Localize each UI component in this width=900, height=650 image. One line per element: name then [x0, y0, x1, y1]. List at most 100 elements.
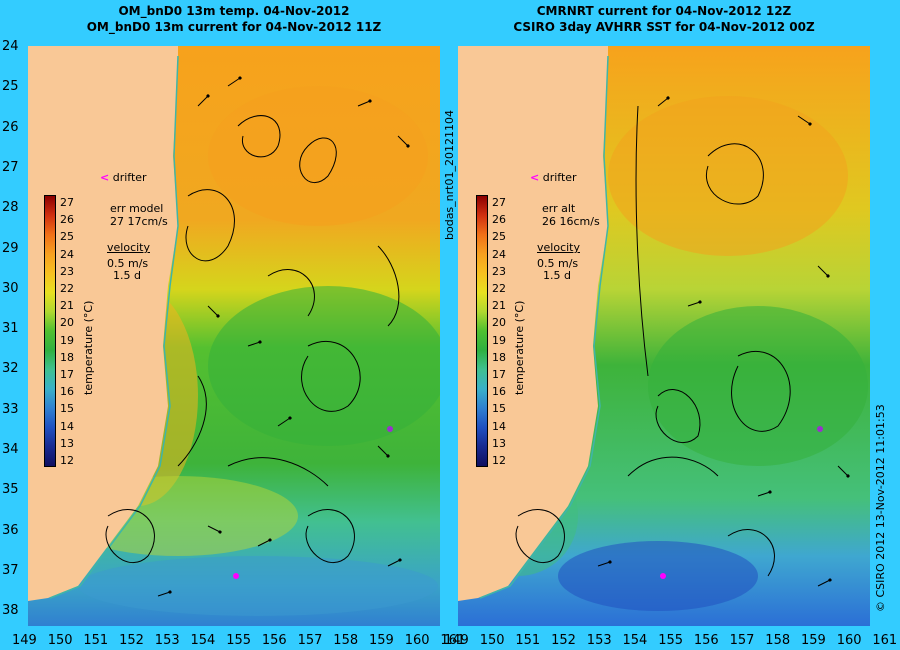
- right-x-tick-label: 156: [693, 633, 719, 648]
- y-tick-label: 25: [2, 79, 19, 95]
- right-land: [458, 46, 608, 601]
- right-colorbar-tick: 17: [492, 368, 506, 381]
- left-colorbar-tick: 15: [60, 402, 74, 416]
- left-drifter-label: < drifter: [100, 171, 147, 184]
- right-err-value: 26 16cm/s: [542, 215, 600, 228]
- left-x-tick-label: 153: [154, 633, 180, 648]
- right-x-tick-label: 150: [479, 633, 505, 648]
- right-colorbar-tick: 26: [492, 213, 506, 227]
- right-colorbar-tick: 27: [492, 196, 506, 209]
- left-err-label: err model: [110, 202, 164, 215]
- left-colorbar-tick: 12: [60, 454, 74, 467]
- y-tick-label: 30: [2, 280, 19, 296]
- right-colorbar: [476, 195, 488, 467]
- left-x-tick-label: 159: [369, 633, 394, 648]
- right-x-tick-label: 158: [765, 633, 791, 648]
- left-err-value: 27 17cm/s: [110, 215, 168, 228]
- left-colorbar-tick: 25: [60, 230, 74, 244]
- left-colorbar-tick: 24: [60, 247, 74, 261]
- left-x-tick-label: 150: [47, 633, 73, 648]
- y-tick-label: 31: [2, 321, 19, 337]
- right-x-tick-label: 153: [586, 633, 612, 648]
- left-x-tick-label: 151: [83, 633, 109, 648]
- right-colorbar-tick: 22: [492, 282, 506, 295]
- right-velocity-scale: 0.5 m/s: [537, 257, 579, 270]
- right-velocity-time: 1.5 d: [543, 269, 571, 282]
- right-colorbar-tick: 20: [492, 316, 506, 330]
- left-colorbar-tick: 20: [60, 316, 74, 330]
- left-x-tick-label: 154: [190, 633, 216, 648]
- y-tick-label: 38: [2, 603, 19, 619]
- left-colorbar-tick: 26: [60, 213, 74, 227]
- left-colorbar-tick: 18: [60, 350, 74, 364]
- left-colorbar-label: temperature (°C): [82, 300, 95, 395]
- left-x-tick-label: 157: [297, 633, 323, 648]
- left-velocity-time: 1.5 d: [113, 269, 141, 282]
- right-colorbar-tick: 23: [492, 264, 506, 278]
- y-tick-label: 36: [2, 522, 19, 538]
- right-colorbar-tick: 19: [492, 333, 506, 347]
- left-colorbar-tick: 19: [60, 333, 74, 347]
- y-tick-label: 26: [2, 119, 19, 135]
- right-title-line2: CSIRO 3day AVHRR SST for 04-Nov-2012 00Z: [513, 20, 815, 34]
- y-tick-label: 28: [2, 200, 19, 216]
- left-colorbar-tick: 17: [60, 368, 74, 381]
- right-colorbar-label: temperature (°C): [513, 300, 526, 395]
- left-x-tick-label: 155: [226, 633, 252, 648]
- left-colorbar-tick: 16: [60, 385, 74, 399]
- left-velocity-scale: 0.5 m/s: [107, 257, 149, 270]
- right-x-tick-label: 152: [551, 633, 576, 648]
- right-map[interactable]: [458, 46, 870, 626]
- right-err-label: err alt: [542, 202, 576, 215]
- left-colorbar: [44, 195, 56, 467]
- left-colorbar-tick: 21: [60, 299, 74, 313]
- left-x-tick-label: 161: [440, 633, 466, 648]
- right-colorbar-tick: 24: [492, 247, 506, 261]
- right-colorbar-tick: 13: [492, 436, 506, 450]
- left-colorbar-tick: 22: [60, 282, 74, 295]
- y-tick-label: 34: [2, 442, 19, 457]
- right-x-tick-label: 149: [444, 633, 469, 648]
- right-x-tick-label: 155: [658, 633, 684, 648]
- left-colorbar-tick: 27: [60, 196, 74, 209]
- left-map-svg: [28, 46, 440, 626]
- y-tick-label: 37: [2, 562, 19, 578]
- right-x-tick-label: 157: [729, 633, 755, 648]
- middle-run-label: bodas_nrt01_20121104: [443, 110, 456, 240]
- right-colorbar-tick: 16: [492, 385, 506, 399]
- left-x-tick-label: 152: [119, 633, 144, 648]
- right-colorbar-tick: 25: [492, 230, 506, 244]
- right-colorbar-tick: 15: [492, 402, 506, 416]
- left-colorbar-tick: 14: [60, 419, 74, 433]
- right-x-tick-label: 151: [515, 633, 541, 648]
- left-x-tick-label: 149: [12, 633, 37, 648]
- y-tick-label: 27: [2, 159, 19, 175]
- right-title-line1: CMRNRT current for 04-Nov-2012 12Z: [536, 4, 792, 18]
- copyright-label: © CSIRO 2012 13-Nov-2012 11:01:53: [874, 404, 887, 612]
- y-tick-label: 24: [2, 39, 19, 54]
- right-x-tick-label: 159: [801, 633, 826, 648]
- left-velocity-label: velocity: [107, 241, 150, 254]
- left-title-line2: OM_bnD0 13m current for 04-Nov-2012 11Z: [86, 20, 382, 34]
- right-drifter-label: < drifter: [530, 171, 577, 184]
- left-colorbar-tick: 13: [60, 436, 74, 450]
- y-tick-label: 33: [2, 401, 19, 417]
- left-title-line1: OM_bnD0 13m temp. 04-Nov-2012: [118, 4, 350, 18]
- y-tick-label: 32: [2, 361, 19, 377]
- y-tick-label: 35: [2, 482, 19, 498]
- right-colorbar-tick: 18: [492, 350, 506, 364]
- right-map-svg: [458, 46, 870, 626]
- right-velocity-label: velocity: [537, 241, 580, 254]
- right-x-tick-label: 160: [836, 633, 862, 648]
- right-colorbar-tick: 21: [492, 299, 506, 313]
- right-x-tick-label: 154: [622, 633, 648, 648]
- left-colorbar-tick: 23: [60, 264, 74, 278]
- left-x-tick-label: 158: [333, 633, 359, 648]
- left-x-tick-label: 156: [261, 633, 287, 648]
- right-colorbar-tick: 14: [492, 419, 506, 433]
- left-map[interactable]: [28, 46, 440, 626]
- left-x-tick-label: 160: [404, 633, 430, 648]
- y-tick-label: 29: [2, 240, 19, 256]
- right-x-tick-label: 161: [872, 633, 898, 648]
- left-land: [28, 46, 178, 601]
